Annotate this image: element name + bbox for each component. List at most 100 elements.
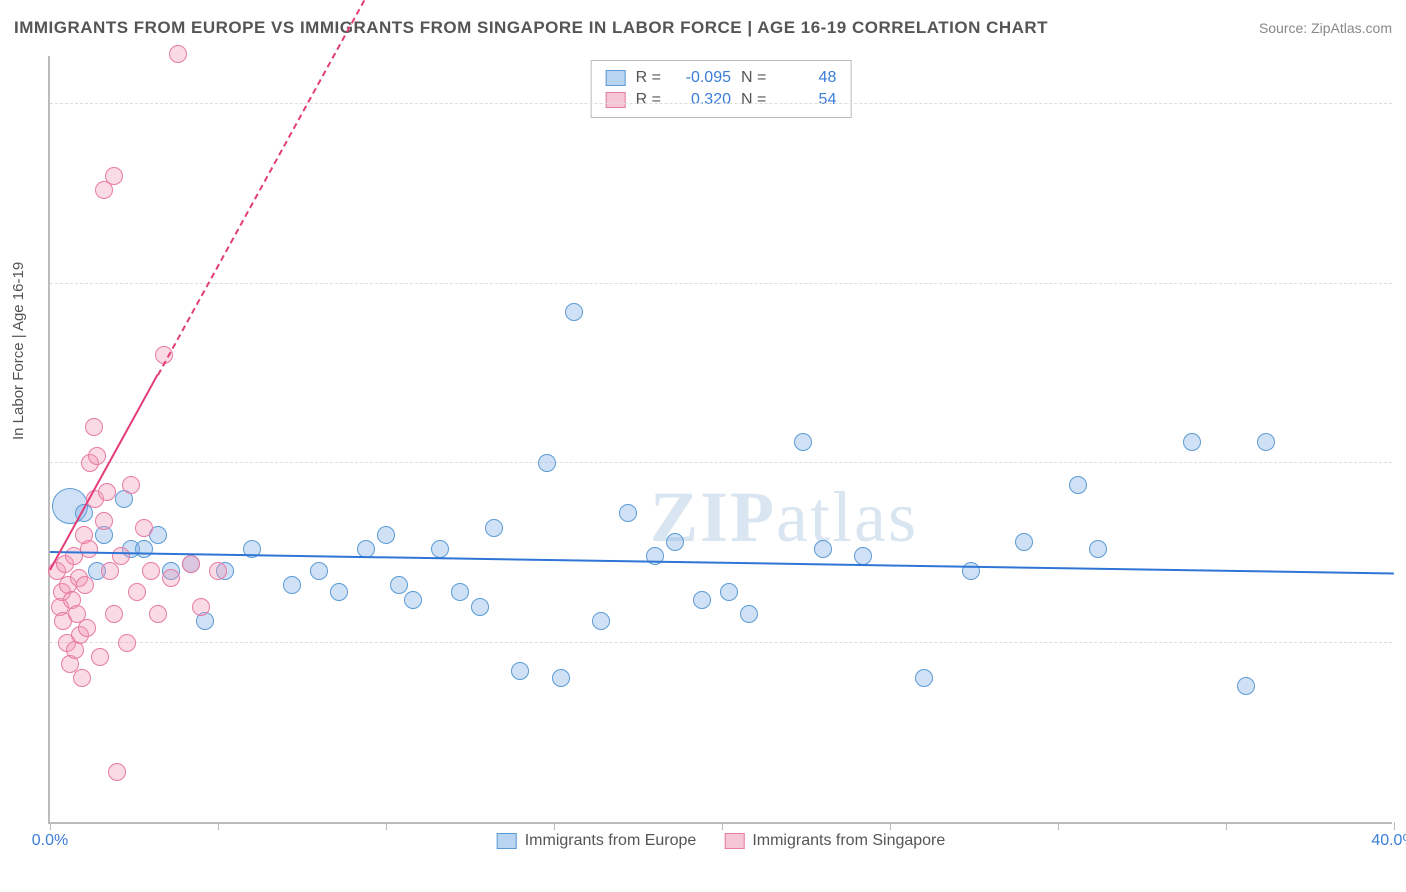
data-point xyxy=(118,634,136,652)
chart-title: IMMIGRANTS FROM EUROPE VS IMMIGRANTS FRO… xyxy=(14,18,1048,38)
data-point xyxy=(592,612,610,630)
legend-row-europe: R = -0.095 N = 48 xyxy=(606,67,837,89)
gridline xyxy=(50,283,1392,284)
x-tick xyxy=(50,822,51,830)
x-tick xyxy=(722,822,723,830)
data-point xyxy=(112,547,130,565)
y-axis-label: In Labor Force | Age 16-19 xyxy=(10,262,27,440)
data-point xyxy=(552,669,570,687)
data-point xyxy=(1237,677,1255,695)
gridline xyxy=(50,103,1392,104)
gridline xyxy=(50,642,1392,643)
data-point xyxy=(142,562,160,580)
scatter-plot-area: R = -0.095 N = 48 R = 0.320 N = 54 ZIPat… xyxy=(48,56,1392,824)
legend-item-europe: Immigrants from Europe xyxy=(497,832,697,850)
swatch-europe xyxy=(497,833,517,849)
watermark-atlas: atlas xyxy=(776,477,918,557)
data-point xyxy=(485,519,503,537)
data-point xyxy=(1183,433,1201,451)
legend-item-singapore: Immigrants from Singapore xyxy=(724,832,945,850)
swatch-singapore xyxy=(724,833,744,849)
x-tick xyxy=(890,822,891,830)
data-point xyxy=(404,591,422,609)
data-point xyxy=(666,533,684,551)
x-tick-label: 40.0% xyxy=(1371,832,1406,850)
correlation-legend: R = -0.095 N = 48 R = 0.320 N = 54 xyxy=(591,60,852,118)
data-point xyxy=(162,569,180,587)
data-point xyxy=(1257,433,1275,451)
data-point xyxy=(377,526,395,544)
data-point xyxy=(511,662,529,680)
data-point xyxy=(720,583,738,601)
legend-row-singapore: R = 0.320 N = 54 xyxy=(606,89,837,111)
data-point xyxy=(451,583,469,601)
data-point xyxy=(471,598,489,616)
legend-r-label: R = xyxy=(636,69,661,87)
data-point xyxy=(105,605,123,623)
data-point xyxy=(73,669,91,687)
data-point xyxy=(283,576,301,594)
data-point xyxy=(105,167,123,185)
data-point xyxy=(85,418,103,436)
data-point xyxy=(794,433,812,451)
x-tick xyxy=(1226,822,1227,830)
legend-label-europe: Immigrants from Europe xyxy=(525,832,697,850)
series-legend: Immigrants from Europe Immigrants from S… xyxy=(497,832,946,850)
legend-n-label: N = xyxy=(741,91,766,109)
legend-r-label: R = xyxy=(636,91,661,109)
x-tick xyxy=(218,822,219,830)
watermark: ZIPatlas xyxy=(650,476,918,559)
x-tick-label: 0.0% xyxy=(32,832,68,850)
data-point xyxy=(538,454,556,472)
data-point xyxy=(78,619,96,637)
legend-n-value-europe: 48 xyxy=(776,69,836,87)
swatch-singapore xyxy=(606,92,626,108)
data-point xyxy=(149,605,167,623)
data-point xyxy=(740,605,758,623)
data-point xyxy=(88,447,106,465)
y-tick-label: 50.0% xyxy=(1400,436,1406,454)
data-point xyxy=(814,540,832,558)
legend-n-label: N = xyxy=(741,69,766,87)
x-tick xyxy=(386,822,387,830)
swatch-europe xyxy=(606,70,626,86)
data-point xyxy=(98,483,116,501)
data-point xyxy=(390,576,408,594)
data-point xyxy=(854,547,872,565)
x-tick xyxy=(1058,822,1059,830)
legend-r-value-singapore: 0.320 xyxy=(671,91,731,109)
data-point xyxy=(182,555,200,573)
x-tick xyxy=(554,822,555,830)
legend-r-value-europe: -0.095 xyxy=(671,69,731,87)
y-tick-label: 100.0% xyxy=(1400,77,1406,95)
data-point xyxy=(1069,476,1087,494)
data-point xyxy=(128,583,146,601)
data-point xyxy=(91,648,109,666)
data-point xyxy=(693,591,711,609)
data-point xyxy=(135,540,153,558)
data-point xyxy=(962,562,980,580)
data-point xyxy=(330,583,348,601)
gridline xyxy=(50,462,1392,463)
data-point xyxy=(95,512,113,530)
data-point xyxy=(431,540,449,558)
data-point xyxy=(1015,533,1033,551)
chart-source: Source: ZipAtlas.com xyxy=(1259,20,1392,36)
y-tick-label: 25.0% xyxy=(1400,616,1406,634)
data-point xyxy=(565,303,583,321)
data-point xyxy=(192,598,210,616)
data-point xyxy=(169,45,187,63)
data-point xyxy=(135,519,153,537)
data-point xyxy=(310,562,328,580)
trend-line xyxy=(50,551,1394,575)
data-point xyxy=(80,540,98,558)
legend-label-singapore: Immigrants from Singapore xyxy=(752,832,945,850)
data-point xyxy=(108,763,126,781)
data-point xyxy=(619,504,637,522)
data-point xyxy=(122,476,140,494)
chart-header: IMMIGRANTS FROM EUROPE VS IMMIGRANTS FRO… xyxy=(14,18,1392,38)
data-point xyxy=(76,576,94,594)
y-tick-label: 75.0% xyxy=(1400,257,1406,275)
data-point xyxy=(209,562,227,580)
data-point xyxy=(915,669,933,687)
